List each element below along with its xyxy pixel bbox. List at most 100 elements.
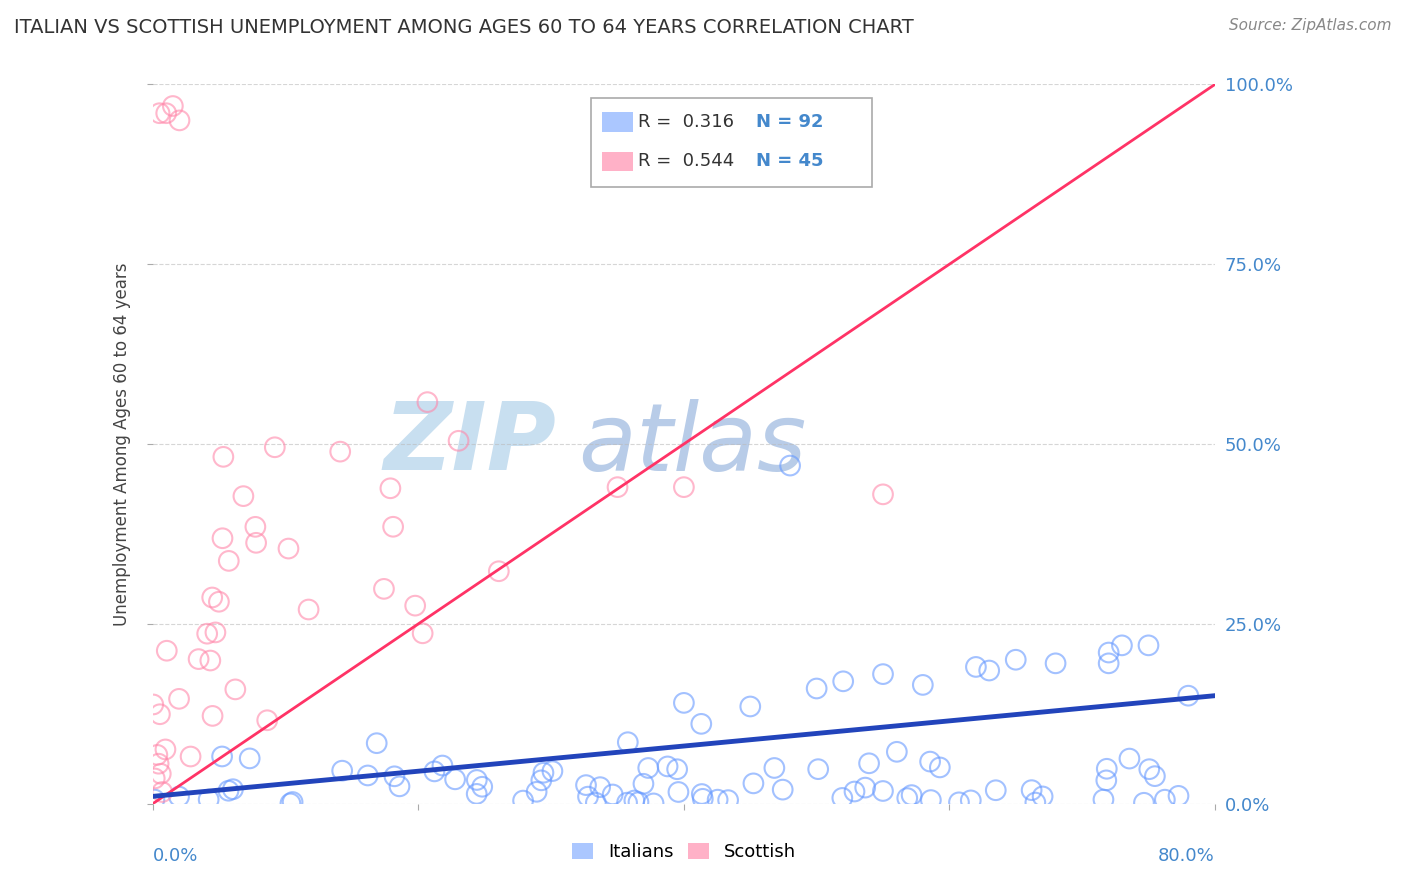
Point xyxy=(382,520,405,534)
Point xyxy=(197,792,219,806)
Point xyxy=(672,480,695,494)
Point xyxy=(984,783,1007,797)
Point xyxy=(672,696,695,710)
Point xyxy=(959,793,981,807)
Point xyxy=(806,681,828,696)
Point xyxy=(1167,789,1189,803)
Point xyxy=(143,772,166,786)
Text: 0.0%: 0.0% xyxy=(153,847,198,864)
Point xyxy=(167,789,190,804)
Text: Source: ZipAtlas.com: Source: ZipAtlas.com xyxy=(1229,18,1392,33)
Point xyxy=(576,789,599,804)
Point xyxy=(617,735,640,749)
Text: 80.0%: 80.0% xyxy=(1159,847,1215,864)
Point xyxy=(602,788,624,802)
Point xyxy=(444,772,467,787)
Point xyxy=(872,487,894,501)
Point xyxy=(218,783,240,797)
Point xyxy=(1098,646,1121,660)
Point xyxy=(162,99,184,113)
Point xyxy=(200,653,222,667)
Point xyxy=(357,768,380,782)
Point xyxy=(143,792,166,806)
Point xyxy=(149,106,172,120)
Point xyxy=(831,791,853,805)
Point xyxy=(623,793,645,807)
Point xyxy=(211,531,233,545)
Point xyxy=(142,698,165,712)
Point xyxy=(853,780,876,795)
Point xyxy=(1118,751,1140,765)
Point xyxy=(896,791,918,805)
Point xyxy=(1045,657,1067,671)
Point xyxy=(666,762,689,776)
Point xyxy=(245,520,267,534)
Point xyxy=(263,440,285,454)
Point xyxy=(920,755,942,769)
Point xyxy=(155,742,177,756)
Point xyxy=(807,762,830,776)
Point xyxy=(657,759,679,773)
Point xyxy=(575,778,598,792)
Point xyxy=(965,660,987,674)
Point xyxy=(637,761,659,775)
Point xyxy=(423,764,446,779)
Point xyxy=(412,626,434,640)
Point xyxy=(1111,638,1133,652)
Point xyxy=(218,554,240,568)
Point xyxy=(668,785,690,799)
Point xyxy=(404,599,426,613)
Point xyxy=(690,787,713,801)
Point xyxy=(763,761,786,775)
Point xyxy=(633,777,655,791)
Text: ITALIAN VS SCOTTISH UNEMPLOYMENT AMONG AGES 60 TO 64 YEARS CORRELATION CHART: ITALIAN VS SCOTTISH UNEMPLOYMENT AMONG A… xyxy=(14,18,914,37)
Point xyxy=(150,785,173,799)
Point xyxy=(212,450,235,464)
Point xyxy=(187,652,209,666)
Point xyxy=(541,764,564,778)
Point xyxy=(1032,789,1054,804)
Point xyxy=(844,784,866,798)
Point xyxy=(167,691,190,706)
Point xyxy=(149,707,172,722)
Point xyxy=(201,709,224,723)
Point xyxy=(1177,689,1199,703)
Point xyxy=(1153,792,1175,806)
Point xyxy=(149,766,172,780)
Point xyxy=(1095,773,1118,788)
Point xyxy=(180,749,202,764)
Point xyxy=(526,785,548,799)
Point xyxy=(690,716,713,731)
Point xyxy=(201,591,224,605)
Point xyxy=(627,795,650,809)
Point xyxy=(330,764,353,778)
Point xyxy=(928,760,950,774)
Point xyxy=(872,667,894,681)
Point xyxy=(772,782,794,797)
Point xyxy=(616,796,638,810)
Point xyxy=(779,458,801,473)
Point xyxy=(195,626,218,640)
Point xyxy=(1137,762,1160,776)
Point xyxy=(211,749,233,764)
Point xyxy=(432,758,454,772)
Point xyxy=(692,792,714,806)
Point xyxy=(204,625,226,640)
Point xyxy=(533,765,555,780)
Point xyxy=(277,541,299,556)
Point xyxy=(256,713,278,727)
Point xyxy=(148,756,170,771)
Point xyxy=(740,699,762,714)
Legend: Italians, Scottish: Italians, Scottish xyxy=(567,838,801,866)
Point xyxy=(384,769,406,783)
Point xyxy=(530,773,553,788)
Point xyxy=(416,395,439,409)
Point xyxy=(948,795,970,809)
Text: R =  0.316: R = 0.316 xyxy=(638,113,734,131)
Point xyxy=(156,644,179,658)
Point xyxy=(606,480,628,494)
Point xyxy=(706,792,728,806)
Point xyxy=(280,797,302,811)
Text: N = 92: N = 92 xyxy=(756,113,824,131)
Y-axis label: Unemployment Among Ages 60 to 64 years: Unemployment Among Ages 60 to 64 years xyxy=(114,262,131,626)
